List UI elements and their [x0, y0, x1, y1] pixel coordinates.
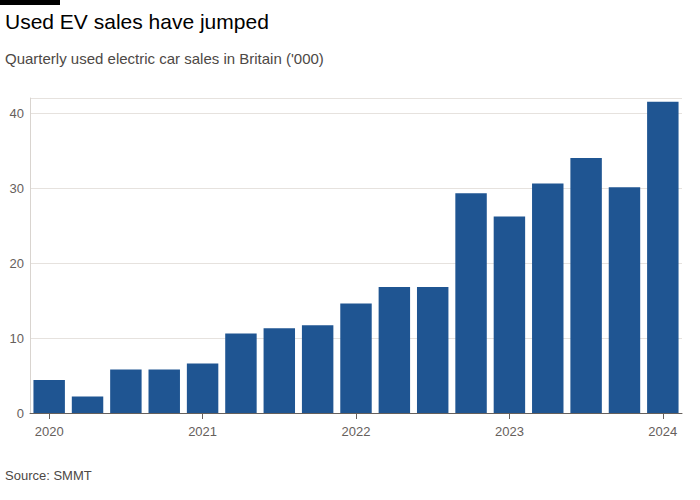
svg-text:0: 0 — [17, 406, 24, 421]
svg-text:Quarterly used electric car sa: Quarterly used electric car sales in Bri… — [5, 50, 324, 67]
svg-text:Used EV sales have jumped: Used EV sales have jumped — [5, 10, 269, 33]
svg-text:10: 10 — [10, 331, 24, 346]
svg-text:30: 30 — [10, 181, 24, 196]
svg-text:2020: 2020 — [35, 424, 64, 439]
svg-text:20: 20 — [10, 256, 24, 271]
svg-text:2024: 2024 — [648, 424, 677, 439]
svg-text:2022: 2022 — [342, 424, 371, 439]
svg-text:2023: 2023 — [495, 424, 524, 439]
svg-text:40: 40 — [10, 106, 24, 121]
svg-text:2021: 2021 — [188, 424, 217, 439]
svg-text:Source: SMMT: Source: SMMT — [5, 468, 92, 483]
